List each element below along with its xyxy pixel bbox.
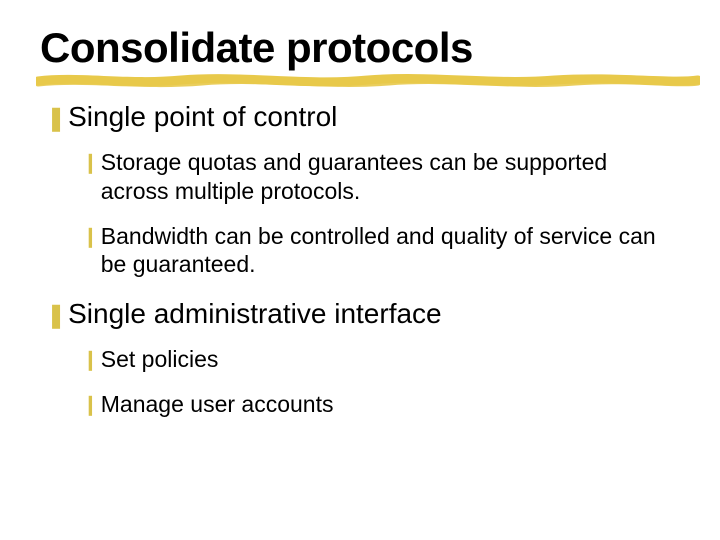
- bullet-icon: ❙: [82, 224, 99, 251]
- bullet-icon: ❙: [82, 347, 99, 374]
- bullet-level2: ❙ Bandwidth can be controlled and qualit…: [82, 222, 680, 280]
- title-block: Consolidate protocols: [40, 24, 680, 72]
- bullet-icon: ❙: [82, 392, 99, 419]
- bullet-text: Storage quotas and guarantees can be sup…: [101, 148, 661, 206]
- bullet-level2: ❙ Storage quotas and guarantees can be s…: [82, 148, 680, 206]
- bullet-text: Single point of control: [68, 100, 337, 134]
- page-title: Consolidate protocols: [40, 24, 680, 72]
- bullet-level2: ❙ Set policies: [82, 345, 680, 374]
- bullet-level1: ❚ Single administrative interface: [46, 297, 680, 331]
- bullet-icon: ❙: [82, 150, 99, 177]
- title-underline: [36, 72, 700, 90]
- bullet-text: Set policies: [101, 345, 219, 374]
- slide: Consolidate protocols ❚ Single point of …: [0, 0, 720, 419]
- bullet-icon: ❚: [46, 103, 66, 134]
- bullet-text: Bandwidth can be controlled and quality …: [101, 222, 661, 280]
- bullet-text: Manage user accounts: [101, 390, 334, 419]
- bullet-icon: ❚: [46, 300, 66, 331]
- bullet-level2: ❙ Manage user accounts: [82, 390, 680, 419]
- bullet-text: Single administrative interface: [68, 297, 442, 331]
- bullet-level1: ❚ Single point of control: [46, 100, 680, 134]
